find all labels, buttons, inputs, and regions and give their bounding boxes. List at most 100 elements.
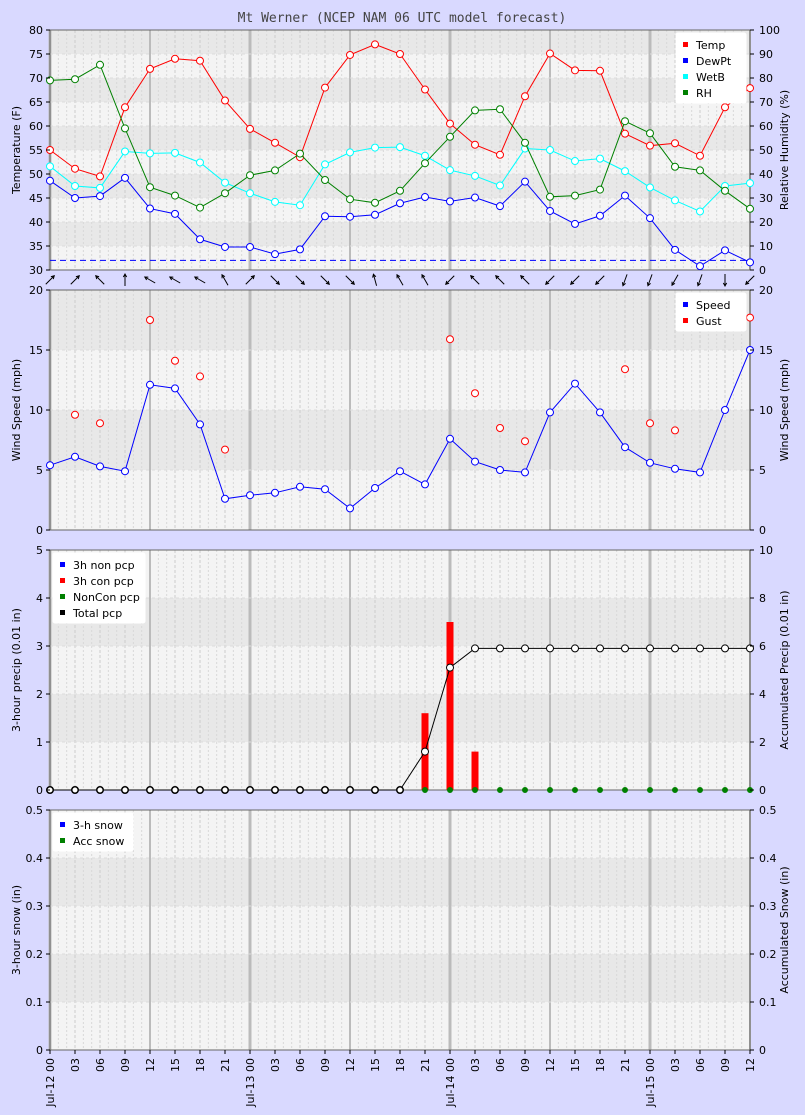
data-point: [696, 207, 704, 216]
data-point: [71, 182, 79, 190]
data-point: [246, 189, 254, 198]
data-point: [696, 644, 704, 653]
data-point: [421, 480, 429, 489]
data-point: [71, 164, 79, 173]
x-tick-label: 18: [194, 1058, 207, 1072]
data-point: [271, 488, 279, 497]
y2-tick-label: 6: [759, 640, 766, 653]
precip-bar: [471, 751, 479, 790]
data-point: [496, 424, 504, 432]
y-tick-label: 0: [36, 784, 43, 797]
legend-item: WetB: [696, 71, 725, 84]
data-point: [471, 389, 479, 398]
y2-tick-label: 4: [759, 688, 766, 701]
y-tick-label: 75: [29, 48, 43, 61]
y2-axis-label: Accumulated Precip (0.01 in): [778, 590, 791, 749]
data-point: [346, 786, 354, 794]
data-point: [96, 786, 104, 794]
data-point: [246, 242, 254, 251]
data-point: [346, 50, 354, 59]
data-point: [196, 786, 204, 794]
data-point: [196, 56, 204, 65]
y2-tick-label: 10: [759, 544, 773, 557]
x-tick-label: Jul-13 00: [244, 1058, 257, 1108]
y2-tick-label: 70: [759, 96, 773, 109]
data-point: [296, 149, 304, 158]
legend-item: RH: [696, 87, 712, 100]
wind-arrow: [470, 275, 480, 285]
legend-item: Acc snow: [73, 835, 124, 848]
data-point: [671, 426, 679, 435]
legend-box: [52, 552, 146, 624]
data-point: [146, 183, 154, 192]
data-point: [496, 181, 504, 190]
data-point: [546, 206, 554, 215]
data-point: [546, 192, 554, 201]
data-point: [447, 787, 453, 793]
data-point: [646, 644, 654, 653]
y-axis-label: 3-hour precip (0.01 in): [10, 608, 23, 732]
legend-box: [675, 292, 747, 332]
x-tick-label: 09: [719, 1058, 732, 1072]
y-tick-label: 0.1: [26, 996, 44, 1009]
data-point: [46, 76, 54, 85]
data-point: [596, 211, 604, 220]
data-point: [546, 408, 554, 417]
y2-tick-label: 0.4: [759, 852, 777, 865]
y-tick-label: 1: [36, 736, 43, 749]
wind-arrow: [520, 275, 530, 285]
legend-swatch: [683, 90, 688, 95]
data-point: [671, 245, 679, 254]
data-point: [171, 209, 179, 218]
data-point: [471, 140, 479, 149]
data-point: [396, 50, 404, 58]
data-point: [146, 204, 154, 213]
y-tick-label: 55: [29, 144, 43, 157]
y-tick-label: 30: [29, 264, 43, 277]
data-point: [46, 162, 54, 171]
data-point: [171, 54, 179, 63]
data-point: [146, 380, 154, 389]
x-tick-label: 21: [219, 1058, 232, 1072]
wind-arrow: [295, 275, 305, 285]
data-point: [196, 203, 204, 212]
data-point: [121, 124, 129, 133]
data-point: [697, 787, 703, 793]
data-point: [271, 138, 279, 147]
data-point: [621, 129, 629, 138]
data-point: [196, 158, 204, 167]
data-point: [121, 786, 129, 794]
data-point: [746, 204, 754, 213]
wind-arrow: [671, 274, 679, 287]
data-point: [296, 786, 304, 794]
x-tick-label: 03: [669, 1058, 682, 1072]
legend-swatch: [60, 562, 65, 567]
wind-arrow: [646, 274, 653, 287]
data-point: [421, 151, 429, 160]
data-point: [396, 786, 404, 794]
y2-tick-label: 0: [759, 784, 766, 797]
y-tick-label: 3: [36, 640, 43, 653]
wind-arrow: [245, 275, 255, 285]
data-point: [521, 177, 529, 186]
data-point: [622, 787, 628, 793]
data-point: [271, 250, 279, 259]
legend-item: Gust: [696, 315, 722, 328]
data-point: [496, 466, 504, 474]
data-point: [721, 246, 729, 255]
data-point: [596, 408, 604, 417]
legend-item: 3-h snow: [73, 819, 123, 832]
data-point: [271, 786, 279, 794]
data-point: [396, 467, 404, 476]
data-point: [321, 160, 329, 169]
y2-tick-label: 15: [759, 344, 773, 357]
y-tick-label: 5: [36, 464, 43, 477]
y-tick-label: 0.4: [26, 852, 44, 865]
y-tick-label: 4: [36, 592, 43, 605]
data-point: [646, 141, 654, 150]
data-point: [472, 787, 478, 793]
wind-arrow: [345, 275, 355, 285]
y2-tick-label: 0: [759, 1044, 766, 1057]
data-point: [521, 437, 529, 446]
